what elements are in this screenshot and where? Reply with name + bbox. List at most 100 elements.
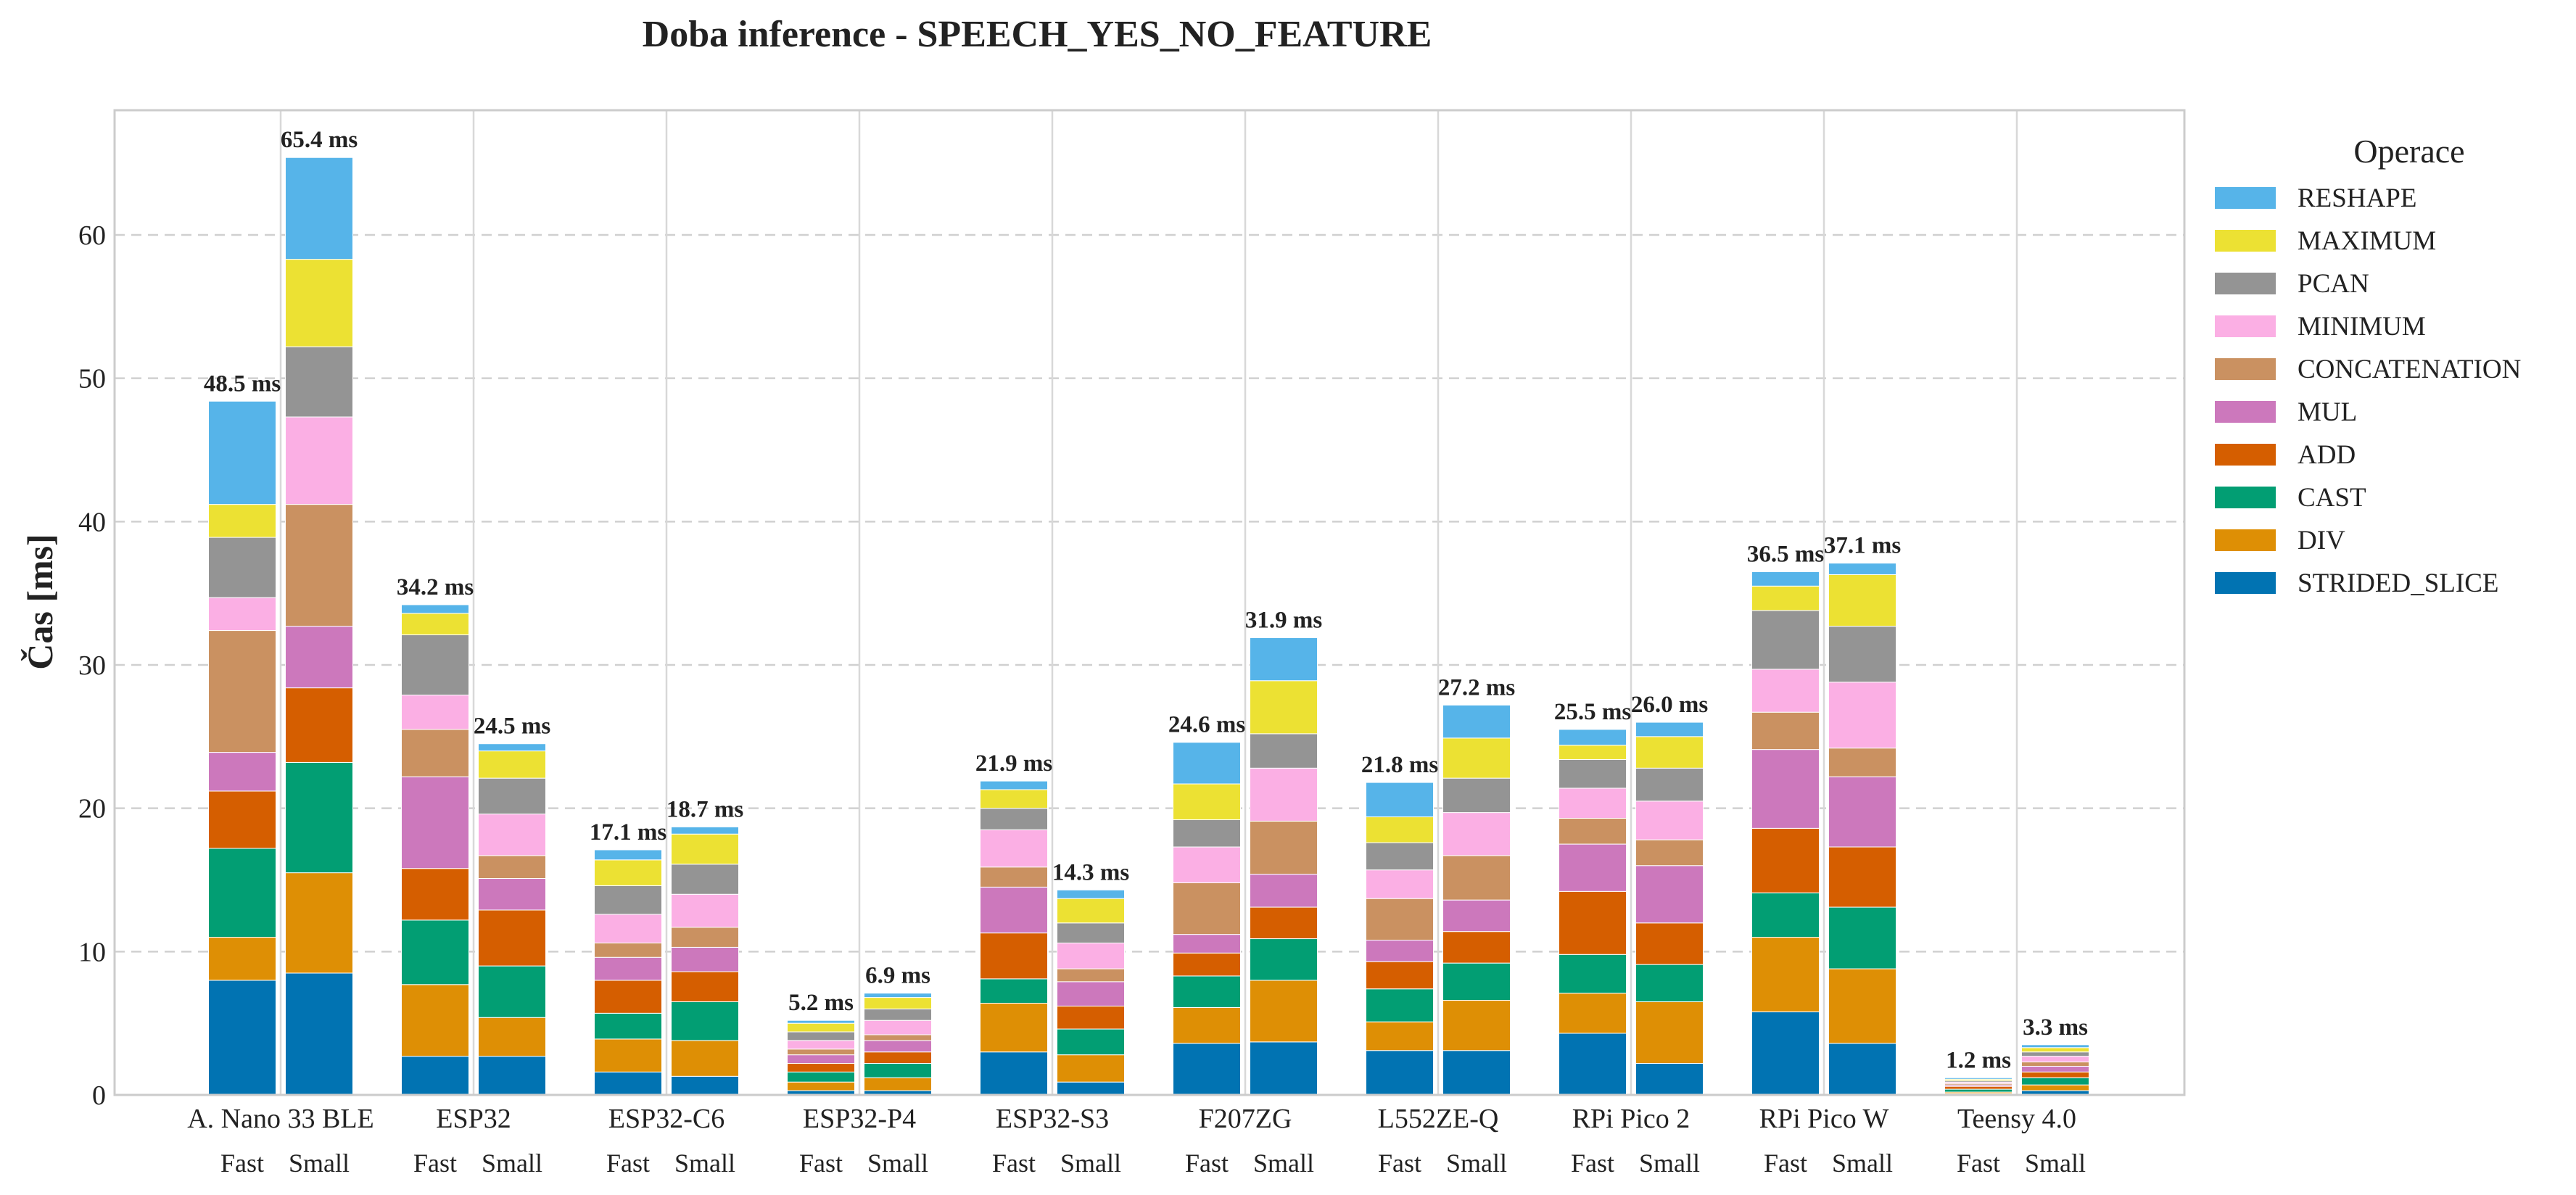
bar-segment-div [208,937,276,981]
y-tick-label: 30 [78,650,106,681]
bar-segment-minimum [1559,787,1627,819]
bar-total-label: 36.5 ms [1747,542,1824,568]
bar-segment-maximum [1559,745,1627,760]
bar-segment-reshape [1559,729,1627,746]
bar-total-label: 25.5 ms [1554,699,1631,725]
bar-segment-cast [1635,964,1704,1003]
bar-segment-add [1057,1005,1125,1030]
bar-segment-add [787,1063,855,1072]
bar-segment-mul [1635,865,1704,924]
bar-segment-mul [1366,940,1434,962]
x-variant-label: Small [1253,1149,1314,1178]
bar-segment-concatenation [478,855,546,880]
x-variant-label: Fast [1378,1149,1421,1178]
bar-segment-concatenation [1828,748,1896,777]
bar-segment-pcan [594,885,662,915]
stacked-bar [1366,782,1434,1096]
bar-segment-minimum [1057,942,1125,969]
bar-segment-strided-slice [671,1075,739,1096]
x-category-label: RPi Pico 2 [1572,1104,1690,1134]
legend-swatch [2215,401,2276,423]
bar-segment-cast [1057,1028,1125,1056]
bar-segment-reshape [1250,637,1318,682]
bar-segment-cast [1366,988,1434,1022]
stacked-bar [1828,563,1896,1096]
bar-segment-concatenation [1559,817,1627,845]
bar-segment-pcan [864,1008,932,1021]
bar-segment-strided-slice [1635,1063,1704,1096]
bar-total-label: 21.9 ms [975,751,1052,777]
bar-segment-concatenation [1442,855,1511,901]
bar-segment-maximum [787,1022,855,1033]
bar-segment-pcan [1751,610,1820,670]
bar-segment-div [1057,1054,1125,1083]
bar-segment-minimum [1828,682,1896,749]
bar-segment-div [2021,1084,2089,1091]
bar-segment-mul [285,626,353,689]
x-variant-label: Small [482,1149,542,1178]
x-variant-label: Fast [1571,1149,1614,1178]
bar-segment-concatenation [2021,1062,2089,1067]
bar-segment-add [864,1051,932,1064]
bar-segment-minimum [1442,812,1511,856]
y-axis: 0 10 20 30 40 50 60 [78,220,106,1111]
bar-segment-maximum [401,613,469,635]
bars-layer [208,157,2089,1096]
bar-segment-reshape [285,157,353,260]
legend-swatch [2215,230,2276,252]
x-variant-label: Small [867,1149,928,1178]
bar-segment-strided-slice [1751,1011,1820,1096]
x-variant-label: Fast [1957,1149,2000,1178]
bar-segment-pcan [787,1031,855,1041]
bar-segment-cast [285,761,353,874]
bar-segment-mul [671,946,739,972]
bar-segment-cast [208,848,276,938]
bar-segment-div [478,1017,546,1057]
bar-segment-concatenation [980,867,1048,888]
bar-total-label: 31.9 ms [1245,607,1322,633]
bar-segment-div [285,872,353,974]
bar-segment-cast [980,978,1048,1004]
bar-segment-maximum [1173,783,1241,820]
bar-segment-concatenation [787,1049,855,1056]
x-category-label: ESP32 [436,1104,511,1134]
y-axis-label: Čas [ms] [20,534,60,669]
bar-segment-add [1442,931,1511,964]
x-variant-label: Small [1832,1149,1893,1178]
bar-segment-cast [1559,954,1627,994]
bar-segment-strided-slice [1828,1043,1896,1096]
bar-segment-add [980,933,1048,980]
stacked-bar [1944,1077,2012,1096]
bar-segment-pcan [208,537,276,598]
bar-segment-strided-slice [980,1051,1048,1096]
bar-segment-cast [1442,962,1511,1001]
x-category-label: A. Nano 33 BLE [187,1104,374,1134]
bar-segment-cast [1828,906,1896,969]
stacked-bar [671,826,739,1096]
bar-segment-add [1366,961,1434,990]
bar-total-label: 1.2 ms [1946,1047,2011,1073]
y-tick-label: 60 [78,220,106,251]
x-variant-label: Small [674,1149,735,1178]
bar-total-label: 65.4 ms [281,127,358,153]
bar-segment-maximum [1828,574,1896,627]
bar-segment-pcan [1366,842,1434,871]
bar-segment-pcan [980,808,1048,830]
x-variant-label: Fast [413,1149,457,1178]
legend-entry-concatenation: CONCATENATION [2298,355,2521,384]
bar-segment-maximum [285,259,353,347]
legend-swatch [2215,487,2276,508]
bar-segment-concatenation [401,729,469,777]
bar-segment-mul [1559,843,1627,892]
bar-segment-add [1173,952,1241,977]
bar-segment-reshape [208,400,276,505]
bar-segment-mul [401,776,469,869]
bar-segment-strided-slice [1366,1050,1434,1096]
x-category-label: RPi Pico W [1759,1104,1889,1134]
bar-segment-add [208,790,276,849]
x-variant-label: Fast [799,1149,843,1178]
bar-segment-strided-slice [208,980,276,1096]
bar-segment-minimum [1250,767,1318,822]
bar-segment-reshape [1944,1077,2012,1080]
bar-segment-maximum [594,859,662,886]
